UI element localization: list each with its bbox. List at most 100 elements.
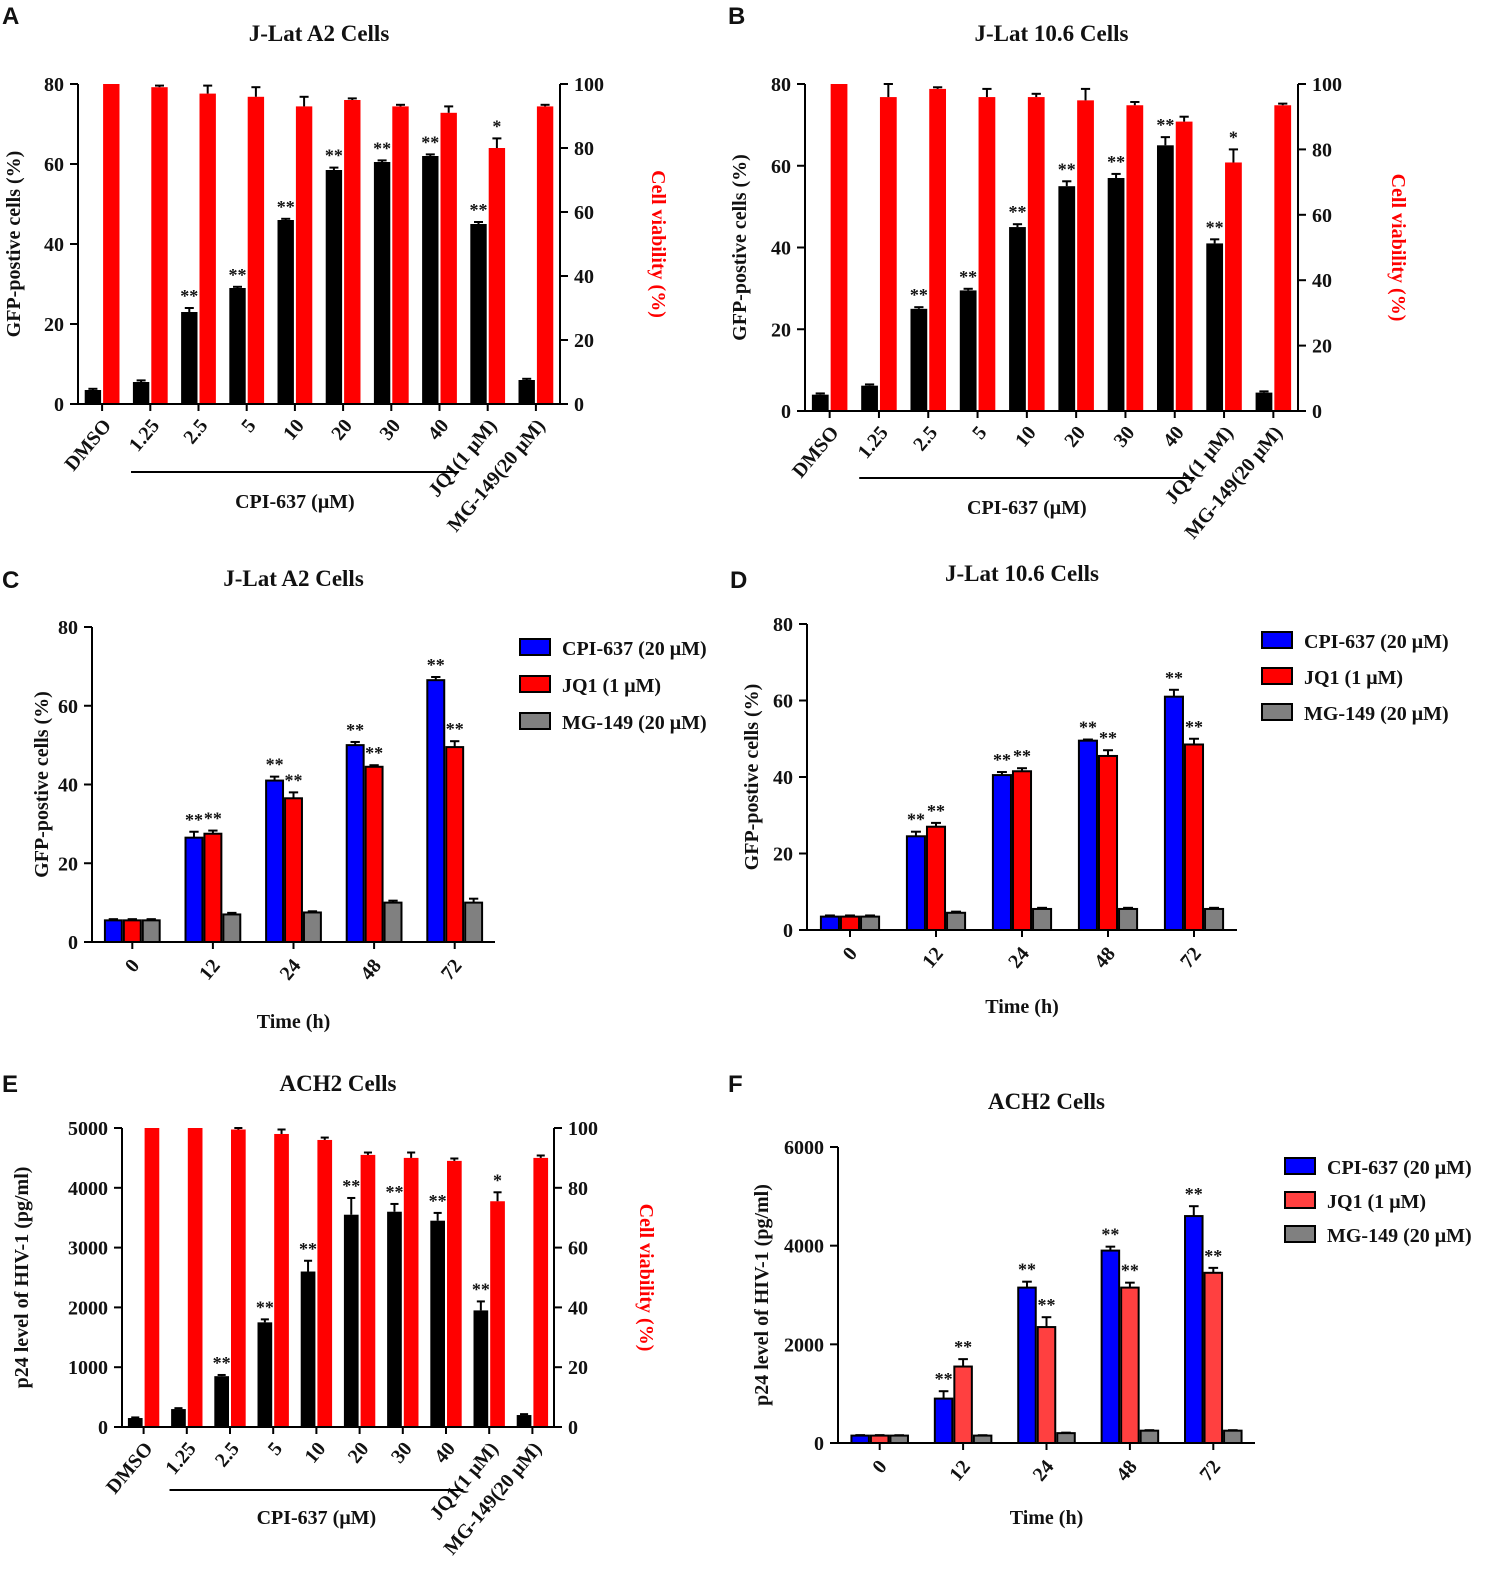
panel-title-A: J-Lat A2 Cells: [249, 21, 390, 46]
x-tick-label: 24: [1029, 1456, 1059, 1485]
right-tick-label: 100: [574, 74, 604, 96]
bar-viability: [344, 100, 361, 404]
bar-series-0: [850, 1434, 870, 1444]
legend-entry: CPI-637 (20 μM): [1327, 1157, 1472, 1179]
bar-primary: [518, 380, 535, 404]
panel-E: ******** ** *****0100020003000400050000204…: [11, 1118, 657, 1559]
left-tick-label: 4000: [68, 1178, 108, 1200]
bar-series-2: [860, 915, 881, 931]
significance-star: **: [277, 197, 295, 217]
bar-primary: [1206, 243, 1224, 411]
significance-star: **: [365, 743, 383, 763]
bar-viability: [403, 1157, 419, 1427]
right-tick-label: 100: [1312, 74, 1342, 96]
bar-primary: [127, 1418, 143, 1427]
x-tick-label: 5: [264, 1438, 287, 1460]
left-tick-label: 4000: [784, 1236, 824, 1258]
legend-swatch: [1261, 667, 1293, 685]
bar-primary: [84, 390, 102, 404]
bar-primary: [422, 156, 439, 404]
bar-series-0: [1100, 1249, 1121, 1444]
bar-viability: [488, 148, 506, 404]
bar-primary: [325, 170, 343, 404]
bar-viability: [536, 106, 554, 405]
right-tick-label: 0: [574, 394, 584, 416]
bar-viability: [533, 1157, 549, 1427]
panel-title-B: J-Lat 10.6 Cells: [975, 21, 1129, 46]
x-tick-label: DMSO: [102, 1438, 157, 1498]
bar-primary: [343, 1214, 359, 1427]
left-tick-label: 80: [771, 74, 791, 96]
left-tick-label: 2000: [68, 1297, 108, 1319]
panel-B: ******** *******020406080020406080100DMSO…: [729, 74, 1409, 543]
legend-entry: MG-149 (20 μM): [562, 712, 707, 734]
right-tick-label: 100: [568, 1118, 598, 1140]
bar-series-1: [839, 915, 861, 931]
bar-primary: [132, 382, 150, 404]
panel-letter-A: A: [2, 3, 19, 30]
bar-viability: [274, 1133, 289, 1427]
left-tick-label: 3000: [68, 1238, 108, 1260]
bar-series-2: [1118, 907, 1139, 932]
significance-star: **: [229, 265, 247, 285]
left-tick-label: 0: [68, 932, 78, 954]
x-axis-label: Time (h): [985, 996, 1059, 1018]
y-axis-label: GFP-postive cells (%): [3, 151, 25, 338]
significance-star: **: [993, 750, 1011, 770]
x-tick-label: 2.5: [909, 422, 942, 455]
bar-series-2: [1204, 907, 1225, 932]
bar-series-1: [364, 765, 384, 943]
y-axis-label: GFP-postive cells (%): [729, 154, 751, 341]
left-tick-label: 0: [54, 394, 64, 416]
x-tick-label: 1.25: [161, 1438, 200, 1479]
x-tick-label: 2.5: [179, 415, 212, 448]
bar-viability: [929, 88, 947, 411]
left-tick-label: 20: [44, 314, 64, 336]
legend-entry: CPI-637 (20 μM): [562, 638, 707, 660]
significance-star: **: [204, 809, 222, 829]
x-tick-label: 24: [1004, 943, 1034, 972]
significance-star: **: [1079, 718, 1097, 738]
bar-viability: [187, 1128, 203, 1427]
bar-primary: [959, 290, 977, 411]
bar-series-1: [122, 919, 142, 943]
panel-letter-F: F: [728, 1071, 743, 1098]
significance-star: **: [213, 1353, 231, 1373]
panel-title-E: ACH2 Cells: [280, 1071, 397, 1096]
left-tick-label: 60: [771, 156, 791, 178]
significance-star: **: [373, 138, 391, 158]
left-tick-label: 60: [773, 691, 793, 713]
significance-star: **: [1206, 217, 1224, 237]
left-tick-label: 0: [783, 920, 793, 942]
legend-swatch: [519, 675, 551, 693]
bar-series-0: [905, 835, 926, 931]
left-tick-label: 40: [44, 234, 64, 256]
y2-axis-label: Cell viability (%): [635, 1204, 657, 1352]
bar-series-1: [203, 832, 223, 943]
right-tick-label: 80: [574, 138, 594, 160]
x-tick-label: 12: [195, 955, 225, 984]
right-tick-label: 40: [1312, 270, 1332, 292]
bar-viability: [447, 1160, 462, 1427]
x-tick-label: 40: [430, 1438, 460, 1467]
bar-primary: [214, 1376, 229, 1427]
right-tick-label: 20: [1312, 336, 1332, 358]
x-tick-label: 24: [276, 955, 306, 984]
right-tick-label: 0: [1312, 401, 1322, 423]
significance-star: **: [346, 720, 364, 740]
x-tick-label: 20: [327, 415, 357, 444]
bar-viability: [151, 87, 168, 404]
x-tick-label: 0: [868, 1456, 891, 1478]
bar-viability: [295, 106, 313, 405]
significance-star: **: [935, 1369, 953, 1389]
legend-entry: JQ1 (1 μM): [1327, 1191, 1426, 1213]
left-tick-label: 40: [58, 775, 78, 797]
x-tick-label: 1.25: [853, 422, 892, 463]
bar-viability: [978, 97, 996, 411]
bar-viability: [490, 1201, 505, 1427]
right-tick-label: 0: [568, 1417, 578, 1439]
bar-primary: [277, 220, 294, 404]
bar-series-1: [284, 797, 303, 943]
x-tick-label: 72: [1195, 1456, 1225, 1485]
x-tick-label: 48: [1112, 1456, 1142, 1485]
